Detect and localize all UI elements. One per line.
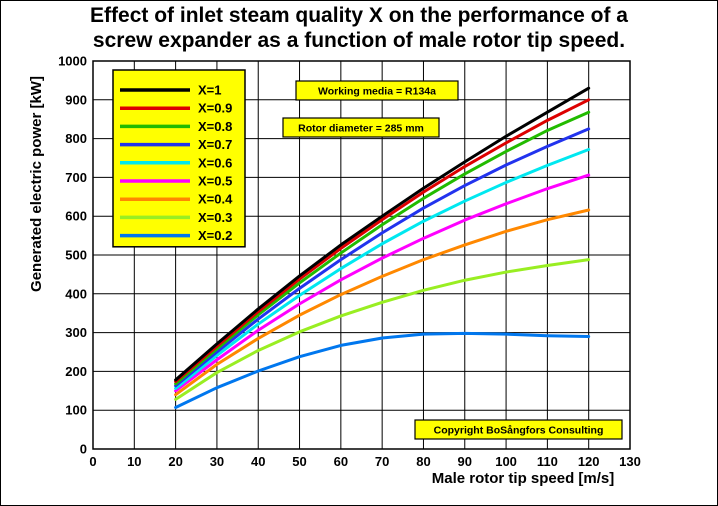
annotation-text: Copyright BoSångfors Consulting bbox=[434, 425, 604, 437]
x-tick-label: 0 bbox=[89, 454, 96, 469]
plot-area-border bbox=[92, 60, 631, 450]
x-tick-label: 40 bbox=[251, 454, 265, 469]
y-tick-label: 800 bbox=[65, 131, 87, 146]
x-axis-title: Male rotor tip speed [m/s] bbox=[432, 470, 615, 487]
series-line-0 bbox=[174, 86, 591, 382]
annotation-box bbox=[282, 117, 440, 138]
y-tick-label: 100 bbox=[65, 403, 87, 418]
y-axis-title: Generated electric power [kW] bbox=[28, 76, 45, 292]
x-tick-label: 80 bbox=[416, 454, 430, 469]
series-line-1 bbox=[174, 98, 591, 383]
annotation-box bbox=[295, 80, 459, 101]
annotations: Working media = R134a Rotor diameter = 28… bbox=[282, 80, 623, 440]
series-lines bbox=[174, 86, 591, 409]
series-line-5 bbox=[174, 173, 591, 393]
legend-label: X=0.3 bbox=[198, 210, 232, 225]
legend: X=1 X=0.9 X=0.8 X=0.7 X=0.6 X=0.5 X=0.4 X=0.3 X=… bbox=[112, 69, 246, 248]
x-tick-label: 90 bbox=[458, 454, 472, 469]
x-tick-label: 20 bbox=[168, 454, 182, 469]
y-tick-label: 500 bbox=[65, 248, 87, 263]
series-line-8 bbox=[174, 331, 591, 409]
legend-label: X=1 bbox=[198, 83, 222, 98]
y-tick-label: 900 bbox=[65, 92, 87, 107]
legend-label: X=0.7 bbox=[198, 137, 232, 152]
x-tick-label: 100 bbox=[495, 454, 517, 469]
legend-label: X=0.8 bbox=[198, 119, 232, 134]
y-tick-label: 0 bbox=[80, 442, 87, 457]
series-line-2 bbox=[174, 110, 591, 386]
y-tick-label: 700 bbox=[65, 170, 87, 185]
y-tick-label: 1000 bbox=[58, 54, 87, 69]
legend-label: X=0.2 bbox=[198, 228, 232, 243]
y-tick-label: 400 bbox=[65, 286, 87, 301]
x-tick-label: 120 bbox=[578, 454, 600, 469]
x-tick-label: 10 bbox=[127, 454, 141, 469]
annotation-text: Rotor diameter = 285 mm bbox=[298, 123, 424, 135]
series-line-4 bbox=[174, 147, 591, 390]
legend-label: X=0.4 bbox=[198, 192, 233, 207]
x-tick-label: 60 bbox=[334, 454, 348, 469]
chart-title: Effect of inlet steam quality X on the p… bbox=[90, 4, 628, 52]
x-tick-label: 130 bbox=[619, 454, 641, 469]
x-tick-label: 70 bbox=[375, 454, 389, 469]
tick-labels: 0 10 20 30 40 50 60 70 80 90 100 110 120 130 0 100 200 30… bbox=[58, 54, 641, 470]
x-tick-label: 50 bbox=[292, 454, 306, 469]
y-tick-label: 600 bbox=[65, 209, 87, 224]
x-tick-label: 30 bbox=[210, 454, 224, 469]
series-line-7 bbox=[174, 258, 591, 401]
annotation-text: Working media = R134a bbox=[318, 86, 436, 98]
series-line-6 bbox=[174, 208, 591, 397]
series-line-3 bbox=[174, 127, 591, 388]
x-tick-label: 110 bbox=[537, 454, 558, 469]
legend-label: X=0.5 bbox=[198, 174, 232, 189]
annotation-box bbox=[414, 419, 623, 440]
legend-label: X=0.9 bbox=[198, 101, 232, 116]
y-tick-label: 200 bbox=[65, 364, 87, 379]
legend-label: X=0.6 bbox=[198, 155, 232, 170]
y-tick-label: 300 bbox=[65, 325, 87, 340]
